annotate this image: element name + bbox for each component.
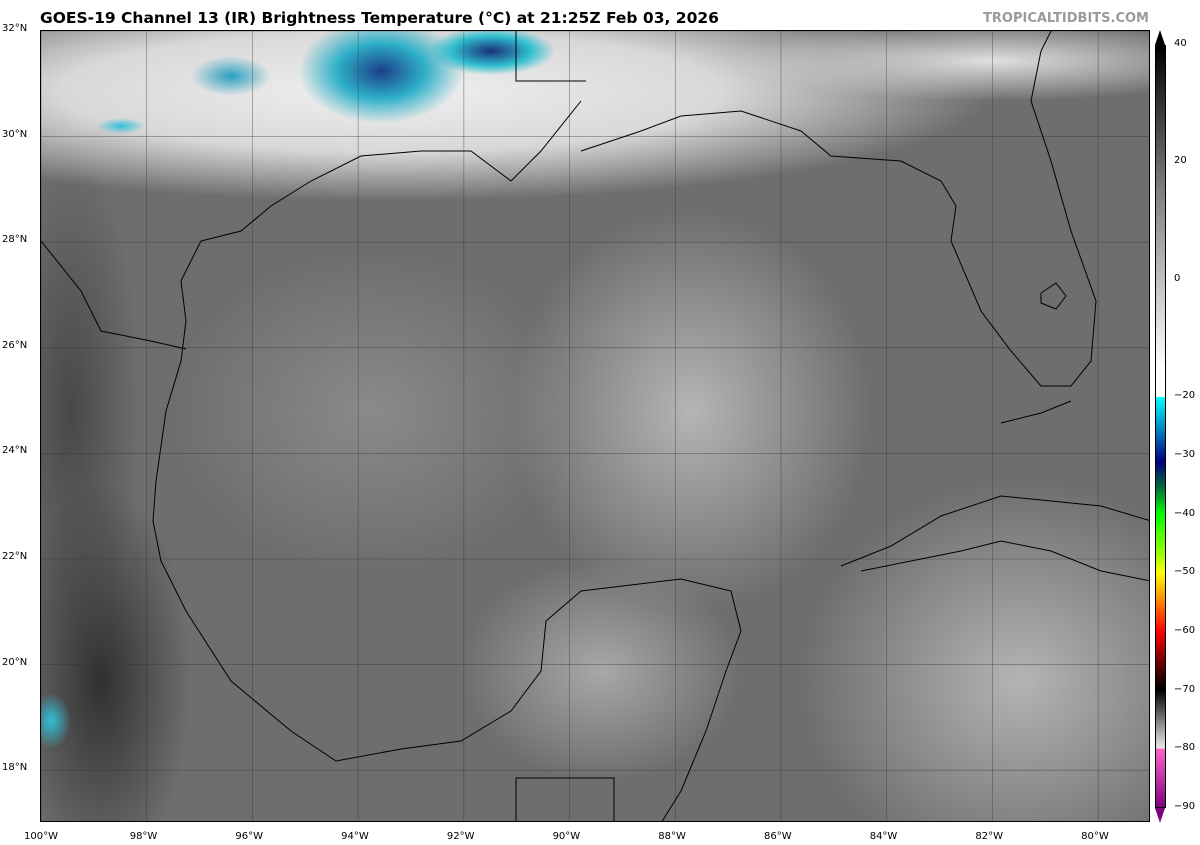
colorbar-tick-label: −60 bbox=[1174, 624, 1196, 636]
gulf-coast-west bbox=[152, 100, 742, 821]
colorbar-tick-label: −30 bbox=[1174, 448, 1196, 460]
colorbar-tick-label: −40 bbox=[1174, 507, 1196, 519]
lat-tick-label: 26°N bbox=[2, 339, 28, 351]
gulf-coast-east bbox=[580, 31, 1097, 387]
lon-tick-label: 100°W bbox=[24, 831, 58, 842]
colorbar-extend-max bbox=[1155, 30, 1165, 45]
lon-tick-label: 92°W bbox=[446, 831, 475, 842]
site-credit: TROPICALTIDBITS.COM bbox=[983, 11, 1149, 26]
lat-tick-label: 20°N bbox=[2, 656, 28, 668]
lat-tick-label: 28°N bbox=[2, 234, 28, 246]
yucatan-border bbox=[515, 777, 615, 821]
cuba-south bbox=[860, 540, 1149, 582]
map-title: GOES-19 Channel 13 (IR) Brightness Tempe… bbox=[40, 9, 719, 27]
cuba-north bbox=[840, 495, 1149, 567]
graticule bbox=[41, 31, 1149, 821]
lon-tick-label: 80°W bbox=[1081, 831, 1109, 842]
lon-tick-label: 96°W bbox=[235, 831, 264, 842]
colorbar-tick-label: −20 bbox=[1174, 390, 1196, 402]
lon-tick-label: 90°W bbox=[552, 831, 581, 842]
colorbar-tick-label: 0 bbox=[1174, 272, 1181, 284]
lon-tick-label: 94°W bbox=[341, 831, 369, 842]
lon-tick-label: 88°W bbox=[658, 831, 686, 842]
lon-tick-label: 84°W bbox=[869, 831, 898, 842]
colorbar-tick-label: −90 bbox=[1174, 801, 1196, 812]
lat-tick-label: 22°N bbox=[2, 551, 28, 562]
florida-keys bbox=[1000, 400, 1072, 424]
lake-okeechobee bbox=[1040, 282, 1067, 310]
lon-tick-label: 86°W bbox=[764, 831, 792, 842]
colorbar-tick-label: −80 bbox=[1174, 742, 1196, 754]
lat-tick-label: 18°N bbox=[2, 762, 28, 774]
lat-tick-label: 32°N bbox=[2, 23, 28, 34]
colorbar-tick-label: −70 bbox=[1174, 683, 1196, 695]
colorbar bbox=[1155, 45, 1166, 808]
rio-grande bbox=[41, 240, 187, 350]
colorbar-tick-label: −50 bbox=[1174, 566, 1196, 578]
colorbar-tick-label: 40 bbox=[1174, 38, 1187, 49]
state-borders bbox=[515, 31, 586, 82]
lat-tick-label: 30°N bbox=[2, 128, 28, 140]
coastlines bbox=[41, 31, 1149, 821]
lon-tick-label: 98°W bbox=[129, 831, 158, 842]
lat-tick-label: 24°N bbox=[2, 445, 28, 457]
colorbar-extend-min bbox=[1155, 808, 1165, 823]
satellite-map bbox=[40, 30, 1150, 822]
map-overlay bbox=[41, 31, 1149, 821]
colorbar-tick-label: 20 bbox=[1174, 155, 1187, 167]
lon-tick-label: 82°W bbox=[975, 831, 1004, 842]
